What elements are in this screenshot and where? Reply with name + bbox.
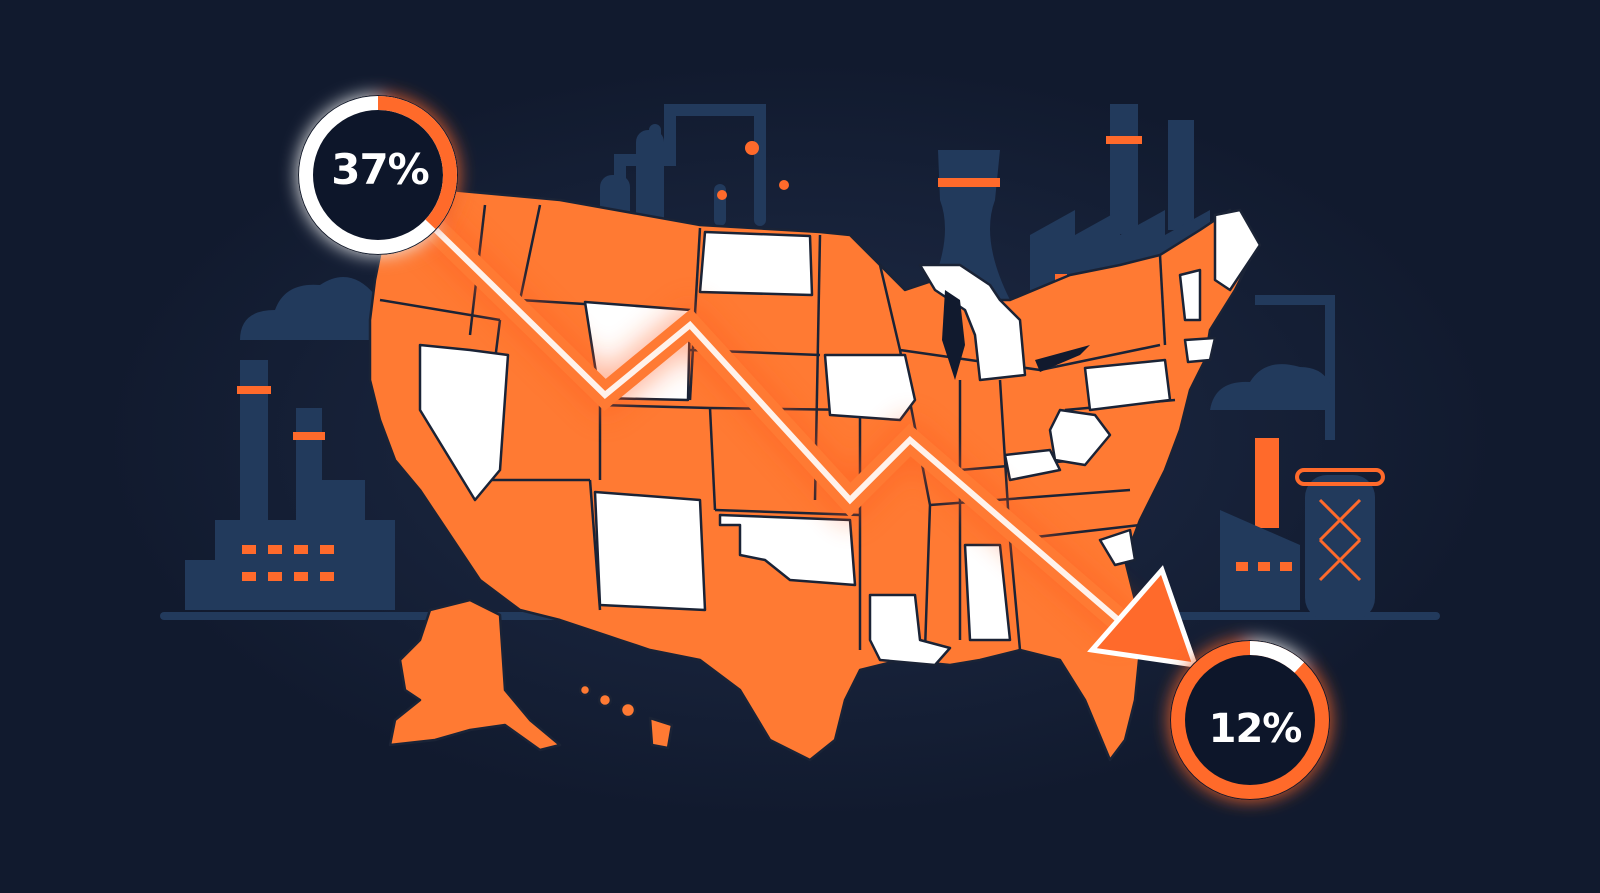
state-alabama: [963, 543, 1012, 642]
cooling-tower-icon: [925, 150, 1010, 300]
state-hawaii: [578, 683, 674, 750]
state-north-dakota: [698, 230, 814, 297]
start-badge-ring: [299, 96, 457, 254]
factory-right-lower-icon: [1220, 438, 1300, 610]
end-percentage-badge: [1170, 640, 1330, 800]
start-percentage-badge: [298, 95, 458, 255]
factory-left-icon: [185, 277, 406, 610]
arrow-head: [1087, 565, 1199, 669]
state-kentucky: [1003, 448, 1062, 482]
smokestack-icon: [1110, 104, 1138, 234]
us-map: [368, 183, 1262, 762]
state-vermont: [1178, 268, 1202, 322]
state-georgia-coast: [1098, 528, 1137, 567]
downward-trend-arrow-icon: [382, 177, 1199, 669]
cloud-left-icon: [240, 277, 406, 340]
factory-building-icon: [185, 520, 395, 610]
state-nevada: [418, 343, 510, 502]
end-badge-ring: [1171, 641, 1329, 799]
smokestack-icon: [1168, 120, 1194, 230]
state-pennsylvania: [1083, 358, 1172, 412]
state-connecticut: [1183, 336, 1217, 364]
state-oklahoma: [718, 513, 857, 587]
state-maine: [1213, 208, 1262, 292]
cloud-right-icon: [1210, 364, 1335, 410]
state-iowa: [823, 353, 917, 422]
indicator-light-icon: [717, 141, 789, 200]
lake-michigan: [942, 290, 965, 380]
storage-tank-icon: [1295, 468, 1385, 620]
state-louisiana: [868, 593, 952, 667]
state-alaska: [388, 598, 562, 752]
state-new-mexico: [593, 490, 707, 612]
state-west-virginia: [1048, 408, 1112, 467]
smokestack-icon: [1255, 438, 1279, 528]
lake-erie: [1035, 345, 1090, 372]
